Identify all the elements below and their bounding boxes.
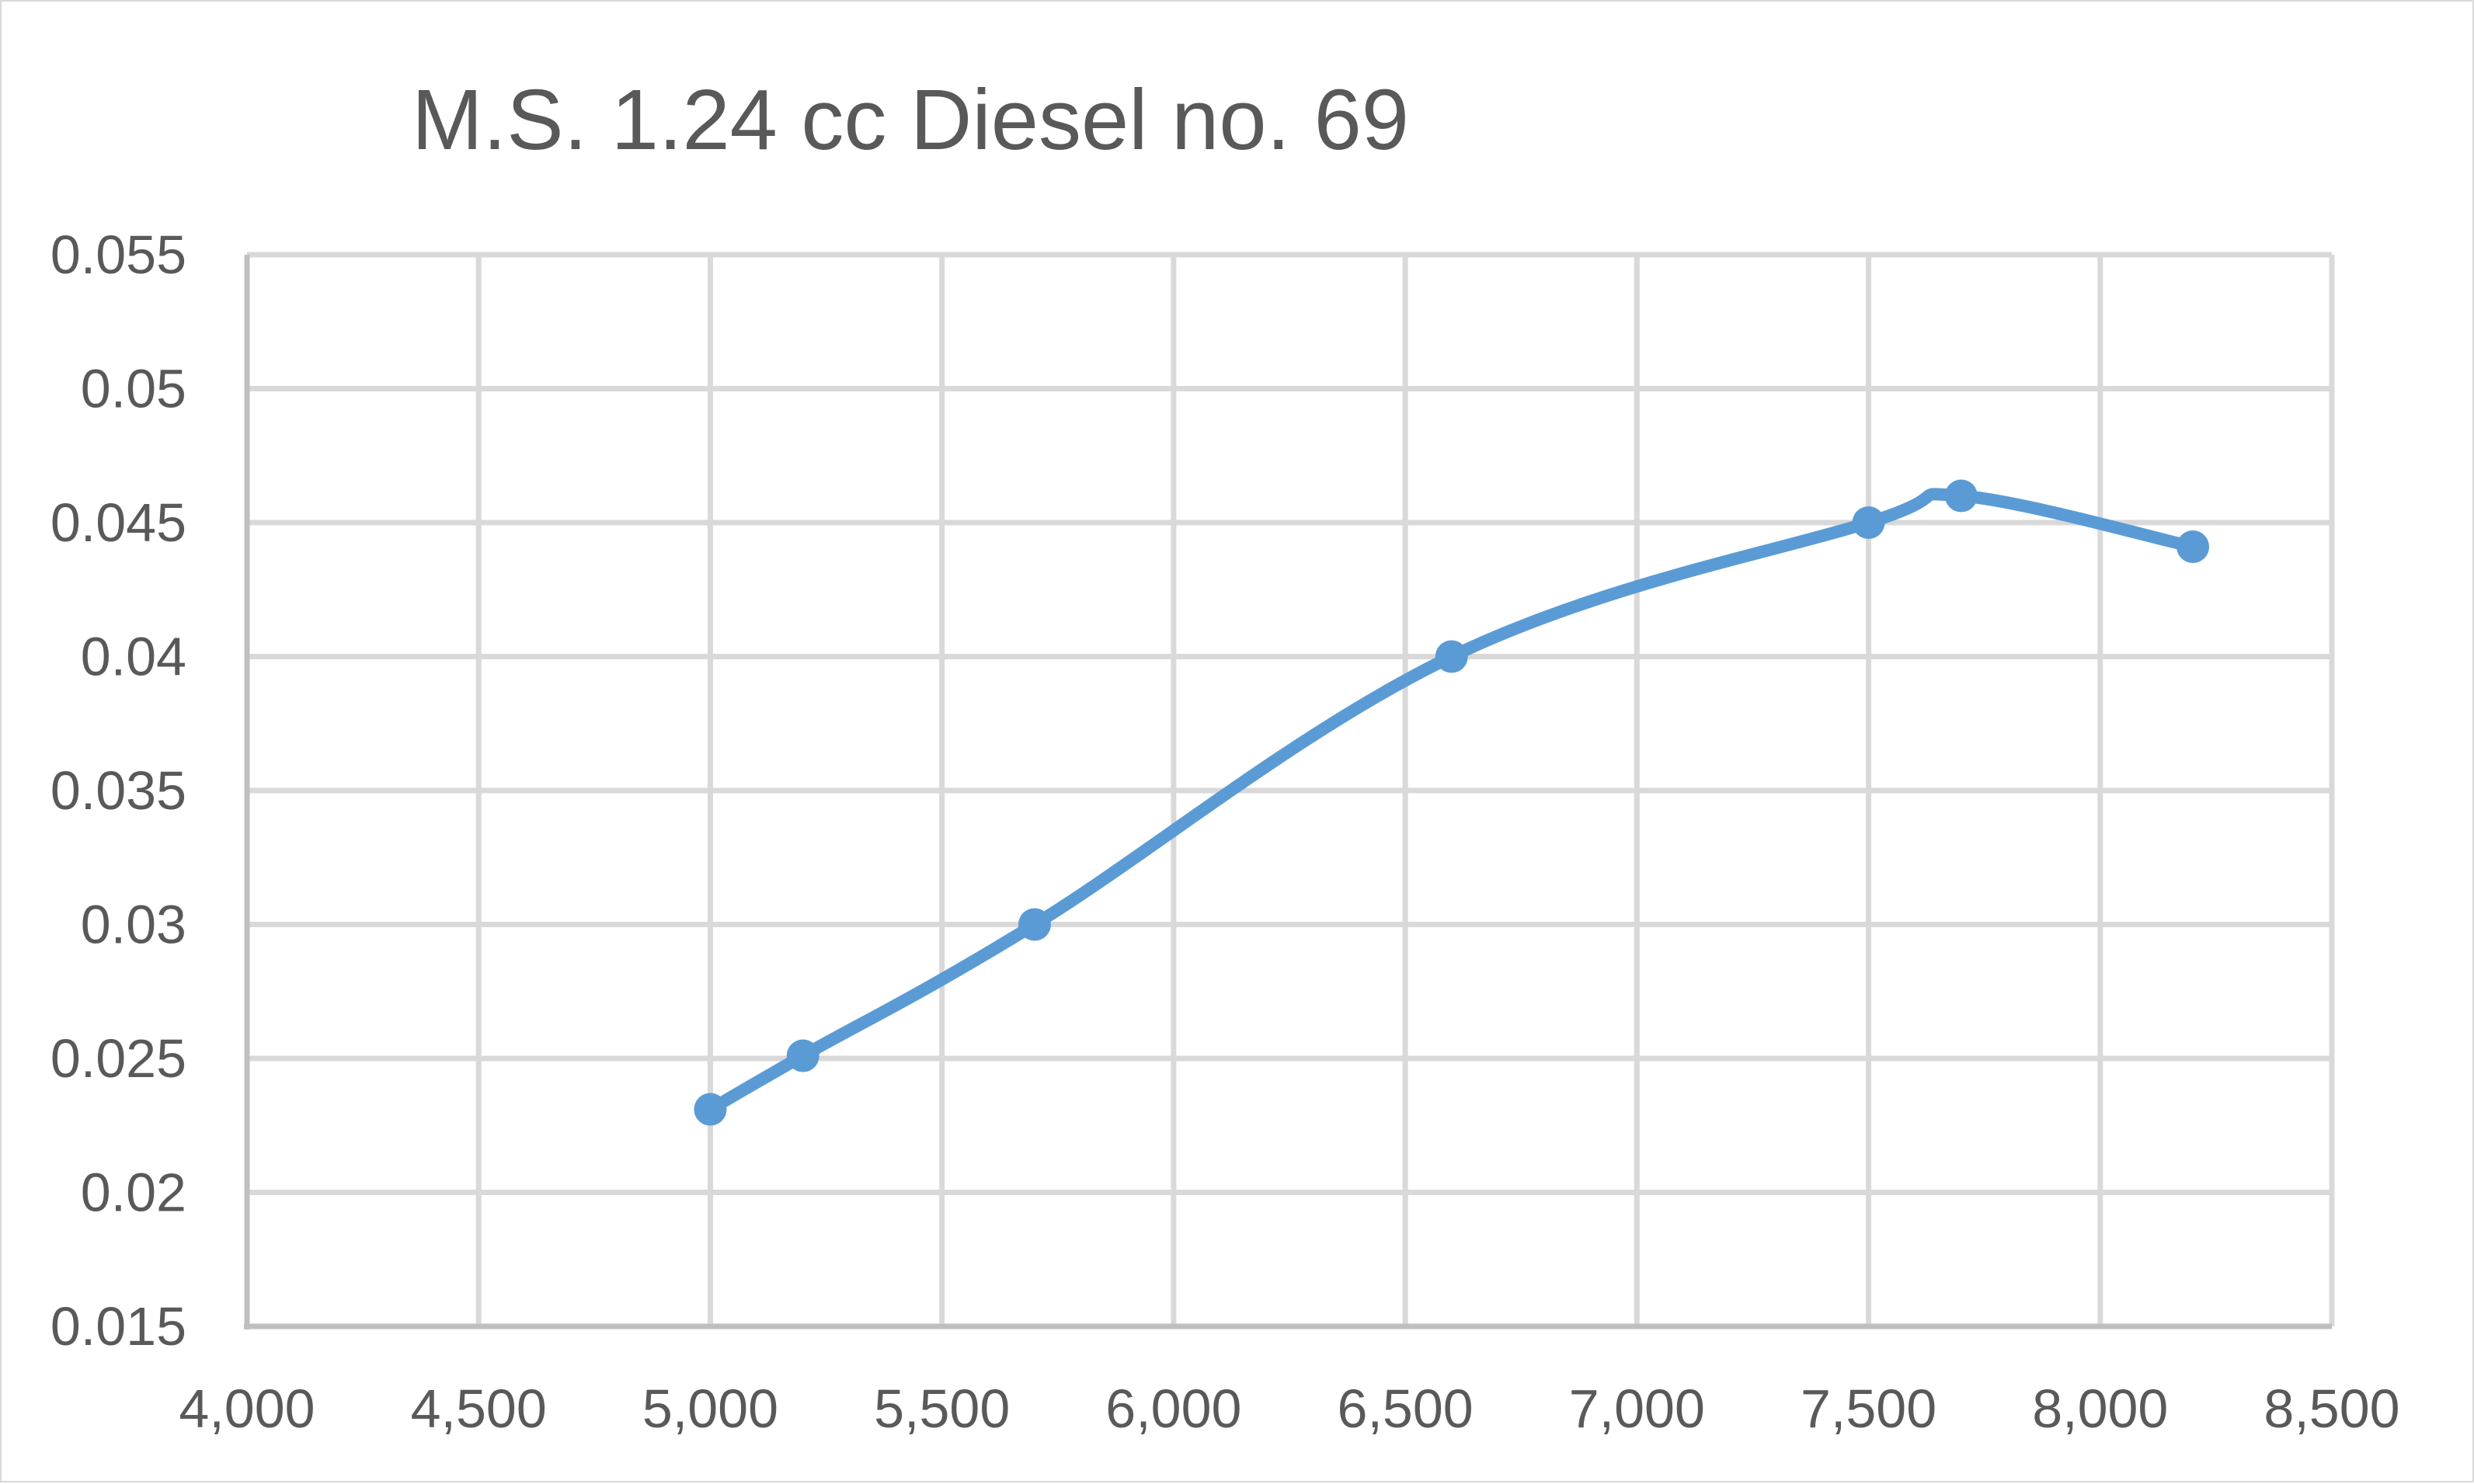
x-tick-label: 8,000 (2032, 1378, 2168, 1439)
data-point-marker (1435, 640, 1468, 673)
y-tick-label: 0.015 (50, 1296, 186, 1357)
y-tick-label: 0.04 (81, 627, 186, 687)
x-tick-label: 5,500 (874, 1378, 1010, 1439)
x-axis-tick-labels: 4,000 4,500 5,000 5,500 6,000 6,500 7,000 7,500… (179, 1378, 2399, 1439)
y-tick-label: 0.02 (81, 1163, 186, 1223)
y-tick-label: 0.045 (50, 492, 186, 553)
x-tick-label: 4,000 (179, 1378, 315, 1439)
data-point-marker (1852, 506, 1885, 539)
x-tick-label: 6,000 (1105, 1378, 1241, 1439)
data-point-marker (786, 1039, 819, 1072)
x-tick-label: 4,500 (411, 1378, 547, 1439)
y-axis-tick-labels: 0.015 0.02 0.025 0.03 0.035 0.04 0.045 0.05 0.05… (50, 224, 186, 1357)
y-tick-label: 0.035 (50, 760, 186, 821)
data-point-marker (694, 1093, 727, 1126)
x-tick-label: 6,500 (1338, 1378, 1474, 1439)
y-tick-label: 0.025 (50, 1028, 186, 1089)
data-series (694, 479, 2210, 1126)
x-tick-label: 7,500 (1801, 1378, 1936, 1439)
axes (244, 255, 2332, 1329)
gridlines (247, 252, 2335, 1326)
x-tick-label: 7,000 (1569, 1378, 1705, 1439)
y-tick-label: 0.05 (81, 359, 186, 419)
series-line (704, 488, 2200, 1116)
x-tick-label: 8,500 (2263, 1378, 2399, 1439)
data-point-marker (1944, 479, 1978, 513)
chart-title: M.S. 1.24 cc Diesel no. 69 (412, 72, 1409, 168)
data-point-marker (1018, 908, 1051, 941)
y-tick-label: 0.055 (50, 224, 186, 285)
y-tick-label: 0.03 (81, 895, 186, 955)
data-point-marker (2176, 530, 2210, 564)
x-tick-label: 5,000 (642, 1378, 778, 1439)
